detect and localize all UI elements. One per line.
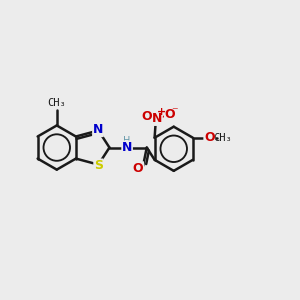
Text: CH₃: CH₃ <box>47 98 66 108</box>
Text: O: O <box>164 108 175 121</box>
Text: +: + <box>157 107 166 117</box>
Text: N: N <box>122 141 132 154</box>
Text: CH₃: CH₃ <box>213 133 232 143</box>
Text: O: O <box>204 131 214 144</box>
Text: N: N <box>93 124 103 136</box>
Text: ⁻: ⁻ <box>171 106 178 118</box>
Text: H: H <box>123 136 131 146</box>
Text: S: S <box>94 159 103 172</box>
Text: O: O <box>133 162 143 175</box>
Text: O: O <box>141 110 152 123</box>
Text: N: N <box>152 112 162 125</box>
